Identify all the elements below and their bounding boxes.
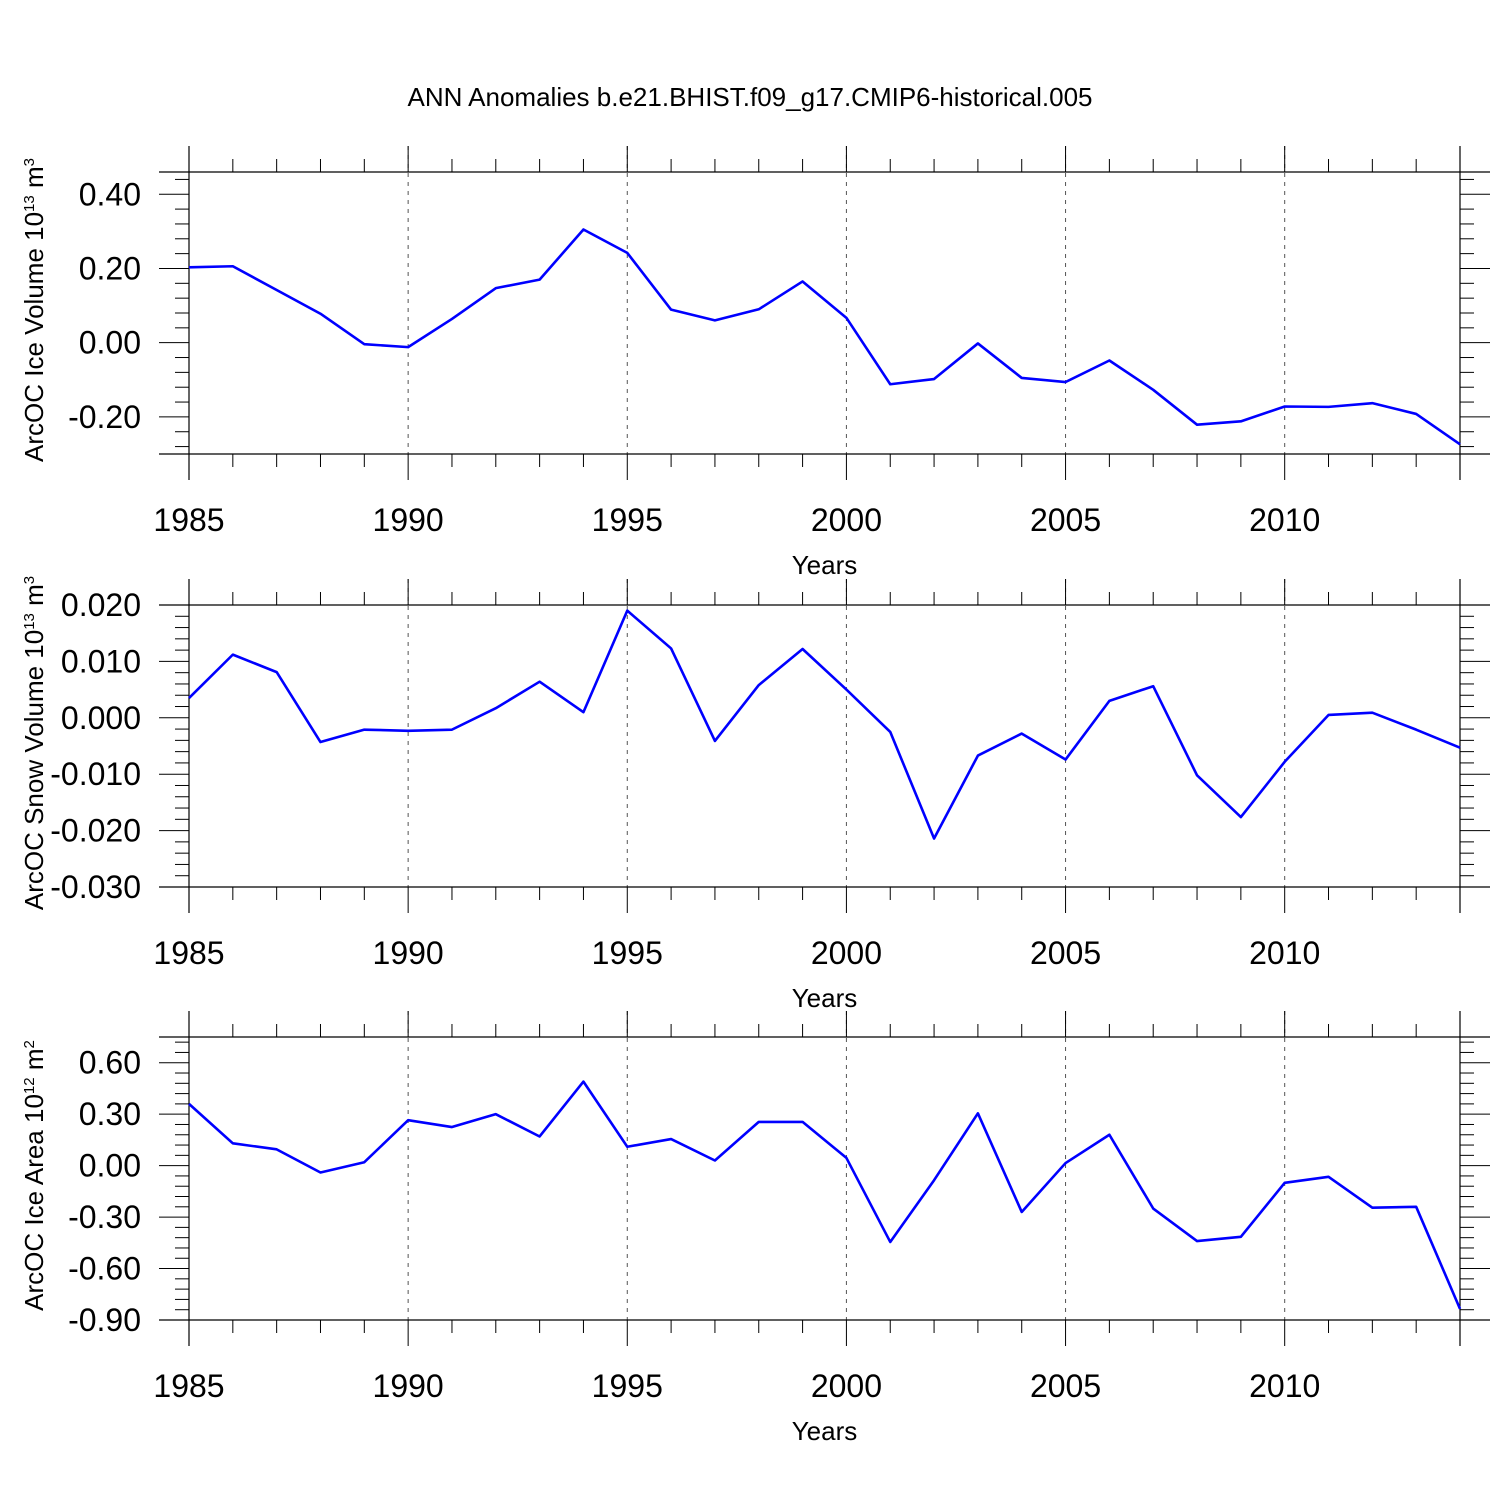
x-axis-label: Years: [792, 983, 858, 1013]
x-tick-label: 2005: [1030, 935, 1101, 971]
x-tick-label: 2000: [811, 935, 882, 971]
y-tick-label: 0.20: [79, 250, 141, 286]
x-tick-label: 1990: [373, 502, 444, 538]
y-tick-label: -0.010: [50, 756, 141, 792]
y-tick-label: 0.00: [79, 325, 141, 361]
x-tick-label: 1990: [373, 935, 444, 971]
figure-title: ANN Anomalies b.e21.BHIST.f09_g17.CMIP6-…: [407, 82, 1092, 112]
panel-2: 1985 1990 1995 2000 2005 2010 0.020 0.010 0.000 -…: [19, 576, 1490, 1013]
x-tick-label: 2000: [811, 1368, 882, 1404]
x-tick-label: 2005: [1030, 502, 1101, 538]
y-tick-label: -0.60: [68, 1251, 141, 1287]
x-axis-label: Years: [792, 1416, 858, 1446]
y-tick-label: 0.60: [79, 1045, 141, 1081]
x-tick-label: 1995: [592, 1368, 663, 1404]
y-axis-label: ArcOC Ice Volume 1013 m3: [19, 158, 49, 462]
series-line: [188, 228, 1461, 446]
y-tick-label: -0.90: [68, 1302, 141, 1338]
x-tick-label: 2010: [1249, 502, 1320, 538]
y-tick-label: 0.00: [79, 1148, 141, 1184]
series-line: [188, 1080, 1462, 1310]
x-axis-label: Years: [792, 550, 858, 580]
y-tick-label: 0.020: [61, 587, 141, 623]
y-tick-label: -0.20: [68, 399, 141, 435]
x-tick-label: 2010: [1249, 1368, 1320, 1404]
y-axis-label: ArcOC Snow Volume 1013 m3: [19, 576, 49, 910]
x-tick-label: 2000: [811, 502, 882, 538]
y-tick-label: -0.030: [50, 869, 141, 905]
y-axis-label: ArcOC Ice Area 1012 m2: [19, 1040, 49, 1311]
x-tick-label: 1985: [153, 1368, 224, 1404]
panels: 1985 1990 1995 2000 2005 2010 0.40 0.20 0.00 -0.2…: [19, 146, 1490, 1446]
y-tick-label: 0.40: [79, 176, 141, 212]
x-tick-label: 1985: [153, 935, 224, 971]
y-tick-label: 0.010: [61, 643, 141, 679]
x-tick-label: 2010: [1249, 935, 1320, 971]
panel-3: 1985 1990 1995 2000 2005 2010 0.60 0.30 0.00 -0.3…: [19, 1011, 1490, 1446]
panel-1: 1985 1990 1995 2000 2005 2010 0.40 0.20 0.00 -0.2…: [19, 146, 1490, 580]
x-tick-label: 1985: [153, 502, 224, 538]
series-line: [188, 609, 1461, 840]
x-tick-label: 1990: [373, 1368, 444, 1404]
x-tick-label: 1995: [592, 935, 663, 971]
y-tick-label: 0.000: [61, 700, 141, 736]
y-tick-label: -0.30: [68, 1199, 141, 1235]
y-tick-label: 0.30: [79, 1096, 141, 1132]
x-tick-label: 2005: [1030, 1368, 1101, 1404]
y-tick-label: -0.020: [50, 813, 141, 849]
x-tick-label: 1995: [592, 502, 663, 538]
